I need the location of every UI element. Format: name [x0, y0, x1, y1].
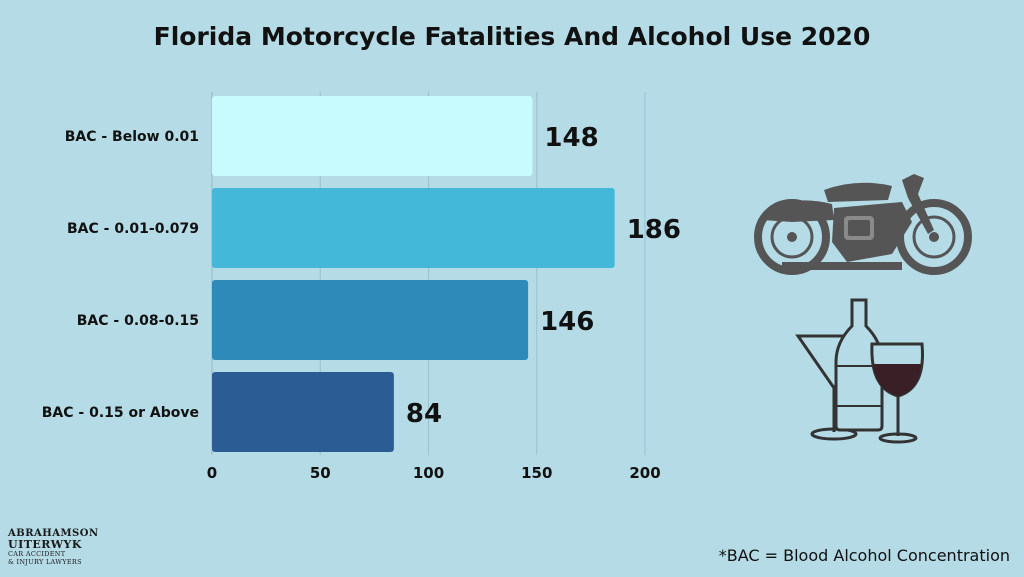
chart-title: Florida Motorcycle Fatalities And Alcoho…	[153, 22, 871, 51]
footnote: *BAC = Blood Alcohol Concentration	[718, 546, 1010, 565]
category-label: BAC - Below 0.01	[65, 129, 199, 145]
category-label: BAC - 0.08-0.15	[77, 313, 199, 329]
value-label: 148	[544, 123, 598, 153]
value-label: 84	[406, 399, 442, 429]
x-tick-label: 200	[629, 464, 660, 482]
logo-line-2: UITERWYK	[8, 538, 82, 551]
bar	[212, 96, 533, 176]
motorcycle-icon	[754, 174, 972, 275]
logo-line-1: ABRAHAMSON	[8, 528, 99, 539]
value-label: 146	[540, 307, 594, 337]
category-label: BAC - 0.01-0.079	[67, 221, 199, 237]
x-tick-label: 100	[413, 464, 444, 482]
bar	[212, 188, 615, 268]
value-label: 186	[627, 215, 681, 245]
logo-line-4: & INJURY LAWYERS	[8, 557, 82, 566]
x-tick-label: 150	[521, 464, 552, 482]
drinks-icon	[795, 298, 924, 444]
bar	[212, 280, 529, 360]
category-label: BAC - 0.15 or Above	[42, 405, 199, 421]
company-logo: ABRAHAMSON UITERWYK CAR ACCIDENT & INJUR…	[8, 529, 128, 565]
bar	[212, 372, 394, 452]
x-tick-label: 50	[310, 464, 331, 482]
logo-line-3: CAR ACCIDENT	[8, 550, 66, 558]
x-tick-label: 0	[207, 464, 217, 482]
